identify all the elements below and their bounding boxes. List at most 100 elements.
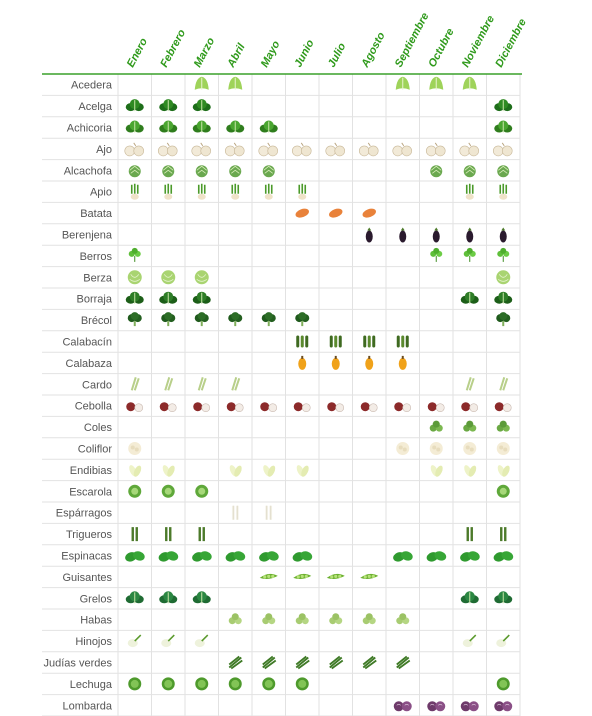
- vegetable-label: Acelga: [78, 101, 113, 113]
- artichoke-icon: [162, 165, 175, 178]
- red-cabbage-icon: [393, 701, 412, 712]
- borage-icon: [159, 291, 178, 304]
- chard-icon: [192, 99, 211, 112]
- vegetable-label: Espárragos: [56, 508, 113, 520]
- sorrel-icon: [462, 76, 477, 90]
- green-beans-icon: [295, 655, 310, 670]
- broad-beans-icon: [362, 613, 376, 625]
- turnip-greens-icon: [125, 591, 144, 604]
- brussels-sprouts-icon: [496, 420, 510, 432]
- vegetable-label: Coles: [84, 422, 113, 434]
- sorrel-icon: [194, 76, 209, 90]
- vegetable-label: Apio: [90, 187, 112, 199]
- green-asparagus-icon: [198, 527, 205, 542]
- chard-icon: [494, 99, 513, 112]
- vegetable-label: Hinojos: [75, 636, 112, 648]
- peas-icon: [360, 573, 379, 580]
- eggplant-icon: [365, 227, 373, 243]
- vegetable-label: Calabacín: [62, 337, 112, 349]
- vegetable-label: Berros: [80, 251, 113, 263]
- onion-icon: [494, 402, 512, 413]
- borage-icon: [460, 291, 479, 304]
- onion-icon: [427, 402, 445, 413]
- broccoli-icon: [228, 312, 243, 327]
- endive-icon: [229, 465, 242, 477]
- celery-icon: [465, 183, 474, 200]
- cardoon-icon: [130, 377, 140, 391]
- garlic-icon: [224, 142, 245, 157]
- vegetable-label: Trigueros: [66, 529, 113, 541]
- cabbage-icon: [496, 270, 511, 285]
- escarole-icon: [161, 484, 175, 498]
- sweet-potato-icon: [362, 208, 376, 218]
- month-header-6: Julio: [326, 41, 349, 70]
- endive-icon: [497, 465, 510, 477]
- endive-icon: [263, 465, 276, 477]
- brussels-sprouts-icon: [463, 420, 477, 432]
- red-cabbage-icon: [460, 701, 479, 712]
- broad-beans-icon: [329, 613, 343, 625]
- garlic-icon: [291, 142, 312, 157]
- zucchini-icon: [296, 335, 309, 348]
- green-beans-icon: [228, 655, 243, 670]
- vegetable-label: Borraja: [77, 294, 113, 306]
- onion-icon: [193, 402, 211, 413]
- vegetable-label: Berza: [83, 272, 113, 284]
- pumpkin-icon: [331, 355, 340, 370]
- broccoli-icon: [496, 312, 511, 327]
- month-header-5: Junio: [292, 38, 316, 70]
- endive-icon: [129, 465, 142, 477]
- endive-icon: [296, 465, 309, 477]
- turnip-greens-icon: [460, 591, 479, 604]
- broad-beans-icon: [295, 613, 309, 625]
- lettuce-icon: [195, 677, 209, 691]
- borage-icon: [494, 291, 513, 304]
- celery-icon: [231, 183, 240, 200]
- chard-icon: [159, 99, 178, 112]
- red-cabbage-icon: [427, 701, 446, 712]
- vegetable-label: Cebolla: [75, 401, 113, 413]
- pumpkin-icon: [298, 355, 307, 370]
- vegetable-label: Judías verdes: [44, 658, 113, 670]
- peas-icon: [293, 573, 312, 580]
- spinach-icon: [426, 551, 447, 562]
- pumpkin-icon: [365, 355, 374, 370]
- green-asparagus-icon: [165, 527, 172, 542]
- eggplant-icon: [499, 227, 507, 243]
- spinach-icon: [158, 551, 179, 562]
- broccoli-icon: [127, 312, 142, 327]
- chicory-icon: [494, 120, 513, 133]
- cardoon-icon: [164, 377, 174, 391]
- artichoke-icon: [497, 165, 510, 178]
- lettuce-icon: [295, 677, 309, 691]
- garlic-icon: [459, 142, 480, 157]
- watercress-icon: [128, 247, 141, 262]
- garlic-icon: [191, 142, 212, 157]
- pumpkin-icon: [398, 355, 407, 370]
- garlic-icon: [124, 142, 145, 157]
- spinach-icon: [192, 551, 212, 562]
- spinach-icon: [292, 551, 313, 562]
- sorrel-icon: [395, 76, 410, 90]
- endive-icon: [464, 465, 477, 477]
- sweet-potato-icon: [295, 208, 309, 218]
- fennel-icon: [496, 634, 510, 648]
- vegetable-label: Guisantes: [62, 572, 112, 584]
- garlic-icon: [258, 142, 279, 157]
- chicory-icon: [159, 120, 178, 133]
- peas-icon: [259, 573, 278, 580]
- lettuce-icon: [161, 677, 175, 691]
- vegetable-label: Endibias: [70, 465, 113, 477]
- month-header-11: Diciembre: [493, 17, 529, 70]
- grid-lines: [42, 74, 521, 716]
- month-header-0: Enero: [125, 36, 150, 69]
- green-beans-icon: [262, 655, 277, 670]
- vegetable-label: Acedera: [71, 80, 113, 92]
- vegetable-label: Batata: [80, 208, 113, 220]
- month-header-10: Noviembre: [460, 14, 497, 70]
- celery-icon: [164, 183, 173, 200]
- broccoli-icon: [295, 312, 310, 327]
- month-header-9: Octubre: [426, 27, 456, 70]
- cauliflower-icon: [429, 442, 443, 455]
- vegetable-label: Ajo: [96, 144, 112, 156]
